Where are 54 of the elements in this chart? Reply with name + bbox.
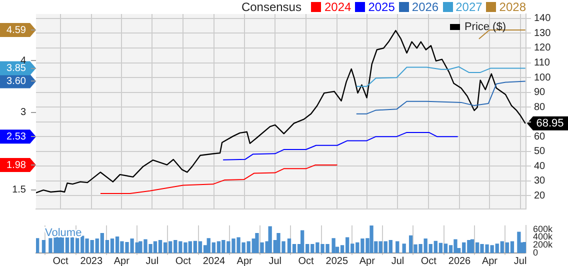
y2-tick-label: 120 — [534, 42, 552, 54]
x-tick-label: Jul — [514, 256, 527, 266]
y2-tick-label: 80 — [534, 102, 546, 113]
x-tick-label: 2025 — [326, 256, 348, 266]
x-tick-label: Oct — [52, 256, 69, 266]
x-tick-label: Apr — [236, 256, 254, 266]
x-tick-label: Jul — [391, 256, 404, 266]
bar — [402, 244, 406, 253]
y-tick-label: 600k — [533, 224, 554, 234]
x-tick-label: Jul — [268, 256, 282, 266]
x-tick-label: Jul — [146, 256, 159, 266]
y-tick-label: 2.53 — [6, 131, 26, 142]
y-tick-label: 3.85 — [6, 63, 26, 74]
legend-label: 2026 — [412, 0, 439, 14]
y-tick-label: 1.98 — [6, 160, 26, 171]
bar — [42, 240, 46, 253]
data-label: 68.95 — [536, 117, 564, 130]
y-tick-label: 200k — [533, 240, 554, 250]
y2-tick-label: 140 — [534, 13, 552, 24]
legend-title: Consensus — [241, 0, 302, 14]
x-tick-label: Apr — [114, 256, 130, 266]
y2-tick-label: 60 — [534, 131, 546, 142]
y-tick-label: 1.5 — [12, 184, 26, 196]
legend-label: 2025 — [368, 0, 395, 14]
y-tick-label: 0 — [533, 247, 538, 258]
bar — [517, 232, 521, 253]
y2-tick-label: 110 — [534, 58, 550, 68]
x-tick-label: Apr — [359, 256, 376, 266]
y2-tick-label: 130 — [534, 28, 552, 39]
x-tick-label: Apr — [482, 256, 498, 266]
legend-label: 2028 — [499, 0, 526, 14]
x-tick-label: 2024 — [202, 256, 226, 266]
y2-tick-label: 20 — [534, 190, 546, 202]
y2-tick-label: 50 — [534, 146, 546, 158]
y2-tick-label: 30 — [534, 176, 546, 187]
bar — [36, 238, 40, 253]
x-tick-label: 2026 — [448, 256, 472, 266]
bar — [370, 225, 374, 253]
y-tick-label: 3 — [20, 107, 26, 118]
legend-label: 2027 — [456, 0, 482, 14]
x-tick-label: 2023 — [80, 256, 103, 266]
bar — [396, 241, 400, 253]
x-tick-label: Oct — [420, 256, 437, 266]
x-tick-label: Oct — [298, 256, 314, 266]
y-tick-label: 400k — [533, 232, 554, 242]
y-tick-label: 4.59 — [6, 24, 26, 36]
legend-label: 2024 — [324, 0, 352, 14]
y2-tick-label: 90 — [534, 87, 546, 98]
y2-tick-label: 40 — [534, 160, 546, 172]
y-tick-label: 3.60 — [6, 76, 26, 87]
y2-tick-label: 100 — [534, 72, 552, 84]
bar — [522, 242, 526, 253]
bar — [332, 238, 336, 253]
x-tick-label: Oct — [175, 256, 192, 266]
